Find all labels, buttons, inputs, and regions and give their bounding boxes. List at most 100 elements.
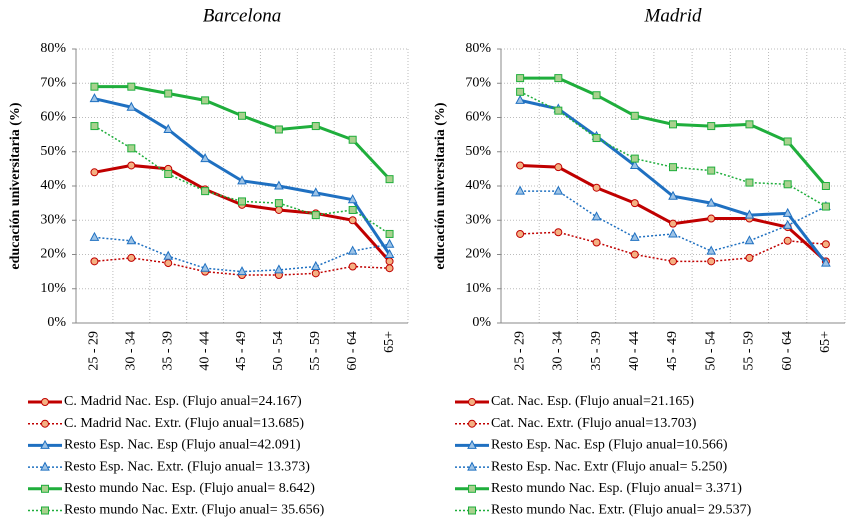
marker [274, 199, 283, 208]
marker [274, 125, 283, 134]
marker [89, 231, 100, 241]
marker [163, 123, 174, 133]
marker [516, 229, 525, 238]
marker [164, 89, 173, 98]
marker [515, 94, 525, 104]
marker [744, 209, 755, 219]
marker [310, 260, 321, 270]
marker [274, 264, 284, 274]
legend-label: Cat. Nac. Esp. (Flujo anual=21.165) [491, 394, 694, 409]
y-tick-label: 80% [465, 41, 491, 56]
x-tick-label: 45 - 49 [665, 331, 680, 371]
y-tick-label: 70% [465, 75, 491, 90]
marker [821, 257, 831, 267]
y-tick-label: 60% [465, 110, 491, 125]
marker [707, 214, 716, 223]
marker [592, 91, 601, 100]
marker [468, 419, 476, 428]
y-tick-label: 10% [40, 281, 66, 296]
marker [164, 170, 173, 179]
marker [90, 122, 99, 131]
x-tick-label: 25 - 29 [87, 331, 102, 371]
y-tick-label: 30% [465, 212, 491, 227]
marker [516, 87, 525, 96]
marker [706, 197, 717, 207]
marker [40, 439, 50, 449]
marker [127, 144, 136, 153]
marker [630, 250, 639, 259]
x-tick-label: 60 - 64 [345, 331, 360, 371]
y-tick-label: 50% [465, 144, 491, 159]
marker [782, 207, 793, 217]
marker [467, 439, 477, 449]
marker [467, 461, 477, 471]
marker [707, 166, 716, 175]
marker [591, 211, 602, 221]
marker [744, 235, 755, 245]
marker [311, 269, 320, 278]
marker [200, 262, 210, 272]
marker [782, 219, 793, 229]
marker [311, 122, 320, 131]
marker [90, 257, 99, 266]
marker [90, 82, 99, 91]
marker [126, 235, 137, 245]
marker [745, 253, 754, 262]
marker [745, 178, 754, 187]
x-tick-label: 65+ [382, 331, 397, 353]
marker [238, 197, 246, 206]
y-tick-label: 20% [40, 247, 66, 262]
marker [468, 506, 476, 515]
marker [553, 185, 564, 195]
x-tick-label: 45 - 49 [234, 331, 249, 371]
x-tick-label: 55 - 59 [308, 331, 323, 371]
y-tick-label: 70% [40, 75, 66, 90]
marker [630, 199, 639, 208]
marker [516, 161, 525, 170]
marker [163, 250, 174, 260]
marker [41, 419, 49, 428]
x-tick-label: 35 - 39 [589, 331, 604, 371]
marker [554, 228, 563, 237]
marker [90, 168, 99, 177]
y-tick-label: 30% [40, 212, 66, 227]
legend-label: Resto Esp. Nac. Extr. (Flujo anual= 13.3… [64, 459, 310, 474]
marker [41, 484, 49, 493]
y-axis-label: educación universitaria (%) [433, 102, 448, 270]
x-tick-label: 50 - 54 [271, 331, 286, 371]
marker [348, 135, 357, 144]
marker [706, 245, 717, 255]
marker [311, 211, 320, 220]
marker [237, 266, 247, 276]
x-tick-label: 30 - 34 [551, 331, 566, 371]
chart-title: Barcelona [203, 5, 281, 26]
marker [126, 101, 137, 111]
x-tick-label: 65+ [818, 331, 833, 353]
marker [669, 257, 677, 266]
marker [274, 180, 284, 190]
marker [274, 205, 283, 214]
y-tick-label: 80% [40, 41, 66, 56]
marker [347, 245, 358, 255]
y-tick-label: 40% [40, 178, 66, 193]
legend-label: Resto Esp. Nac. Esp (Flujo anual=10.566) [491, 438, 728, 453]
legend-label: Resto Esp. Nac. Extr (Flujo anual= 5.250… [491, 459, 727, 474]
marker [201, 187, 210, 196]
marker [200, 153, 210, 163]
y-tick-label: 20% [465, 247, 491, 262]
marker [385, 175, 394, 184]
marker [554, 106, 563, 115]
marker [783, 236, 792, 245]
marker [201, 96, 210, 105]
y-tick-label: 0% [472, 315, 491, 330]
marker [592, 134, 601, 143]
marker [41, 398, 49, 406]
marker [669, 120, 677, 129]
x-tick-label: 30 - 34 [124, 331, 139, 371]
marker [707, 257, 716, 266]
marker [468, 484, 476, 493]
marker [40, 461, 50, 471]
marker [783, 180, 792, 189]
marker [783, 137, 792, 146]
marker [348, 262, 357, 271]
